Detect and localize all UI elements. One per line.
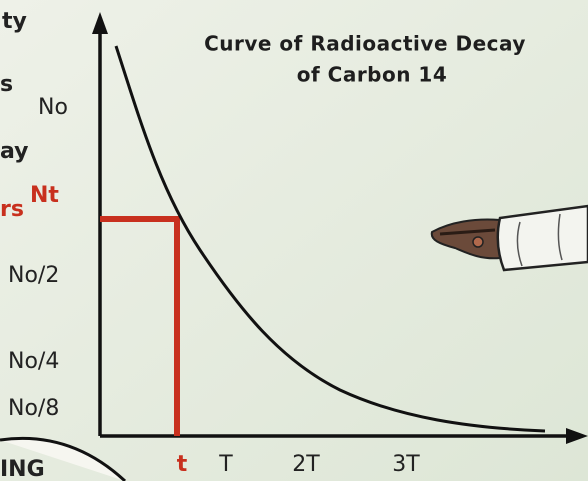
margin-fragment: ING — [0, 457, 45, 481]
margin-fragment: ty — [2, 9, 27, 34]
x-label: 3T — [392, 452, 420, 477]
illustration: ty s ay rs ING Curve of Radioactive Deca… — [0, 0, 588, 481]
margin-fragment: ay — [0, 139, 29, 164]
margin-fragment: s — [0, 72, 13, 97]
y-label: No/8 — [8, 396, 59, 421]
y-label: No — [38, 95, 68, 120]
x-label: t — [177, 452, 188, 477]
y-label: No/4 — [8, 349, 59, 374]
title-line: of Carbon 14 — [297, 63, 448, 87]
margin-fragment: rs — [0, 197, 24, 222]
x-label: 2T — [292, 452, 320, 477]
x-label: T — [218, 452, 233, 477]
y-label: Nt — [30, 183, 59, 208]
title-line: Curve of Radioactive Decay — [204, 32, 526, 56]
y-label: No/2 — [8, 263, 59, 288]
